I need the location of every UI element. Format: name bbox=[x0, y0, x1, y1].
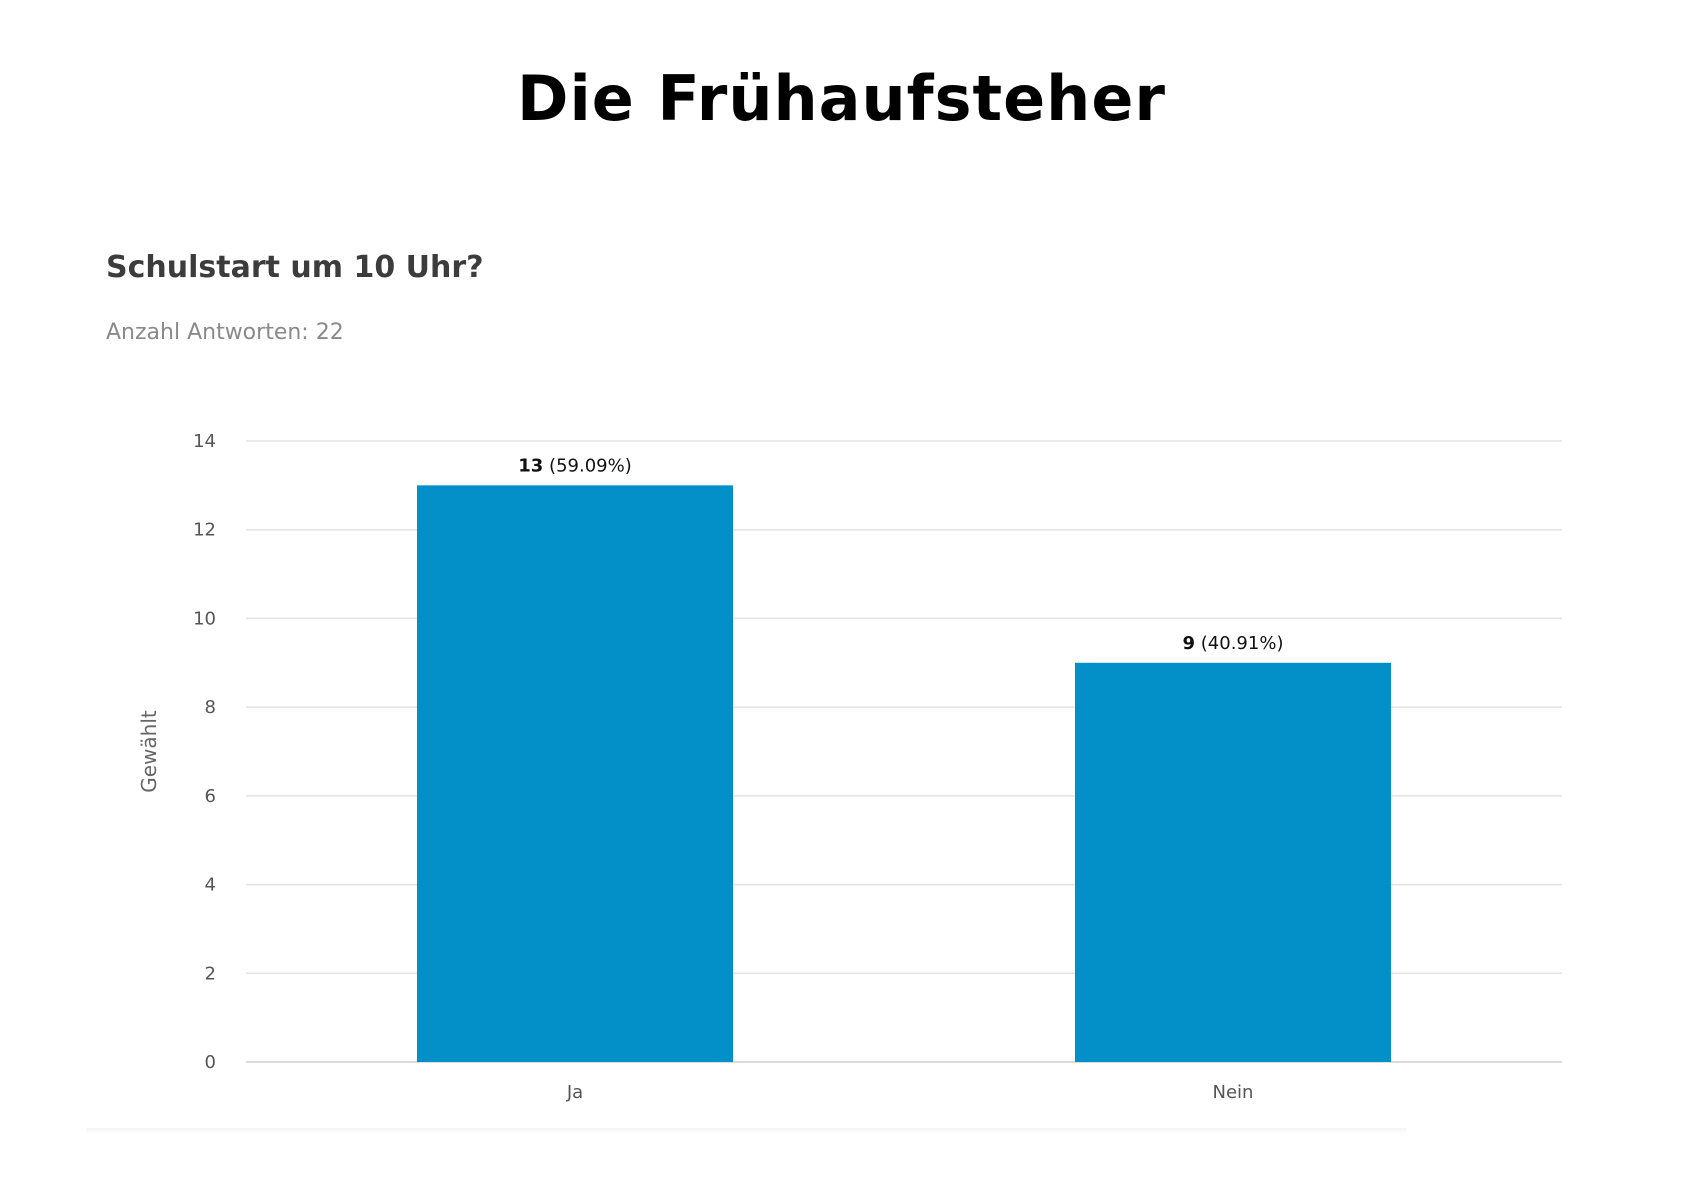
data-label-count: 13 bbox=[518, 455, 543, 476]
bar-ja bbox=[417, 485, 733, 1062]
y-tick-label: 10 bbox=[193, 608, 216, 629]
data-label: 9 (40.91%) bbox=[1183, 633, 1284, 654]
data-label-percent: (40.91%) bbox=[1195, 633, 1283, 654]
chart-subtitle: Anzahl Antworten: 22 bbox=[106, 320, 344, 345]
page-title: Die Frühaufsteher bbox=[517, 62, 1166, 135]
y-axis-ticks: 0 2 4 6 8 10 12 14 bbox=[193, 431, 216, 1073]
x-tick-label: Nein bbox=[1213, 1082, 1254, 1103]
data-label-count: 9 bbox=[1183, 633, 1196, 654]
chart-title: Schulstart um 10 Uhr? bbox=[106, 250, 484, 285]
y-tick-label: 4 bbox=[205, 875, 216, 896]
x-axis-ticks: Ja Nein bbox=[566, 1082, 1254, 1103]
bars bbox=[417, 485, 1391, 1062]
x-tick-label: Ja bbox=[566, 1082, 583, 1103]
y-tick-label: 8 bbox=[205, 697, 216, 718]
y-tick-label: 12 bbox=[193, 520, 216, 541]
data-labels: 13 (59.09%) 9 (40.91%) bbox=[518, 455, 1283, 653]
data-label: 13 (59.09%) bbox=[518, 455, 631, 476]
y-tick-label: 2 bbox=[205, 963, 216, 984]
chart-bottom-shadow bbox=[86, 1128, 1406, 1134]
data-label-percent: (59.09%) bbox=[543, 455, 631, 476]
y-tick-label: 0 bbox=[205, 1052, 216, 1073]
y-tick-label: 14 bbox=[193, 431, 216, 452]
y-tick-label: 6 bbox=[205, 786, 216, 807]
y-axis-label: Gewählt bbox=[137, 710, 161, 793]
bar-nein bbox=[1075, 662, 1391, 1062]
